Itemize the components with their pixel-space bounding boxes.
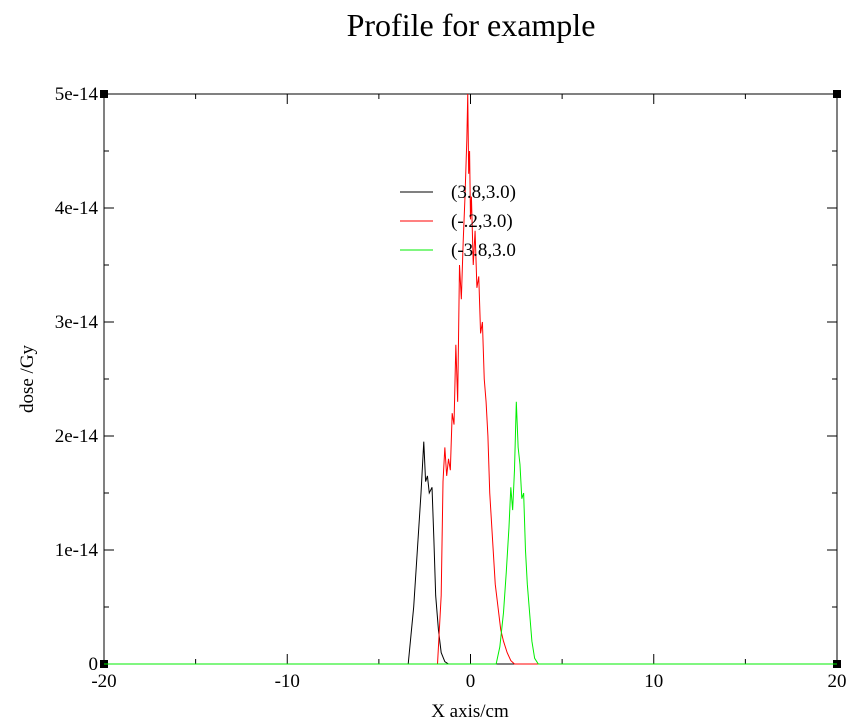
x-axis-label: X axis/cm bbox=[431, 701, 509, 722]
y-axis-label: dose /Gy bbox=[17, 344, 38, 413]
y-tick-label: 0 bbox=[89, 654, 99, 675]
legend-label-1: (3.8,3.0) bbox=[451, 182, 516, 203]
series-line-1 bbox=[104, 441, 837, 665]
y-axis-ticks: 0 1e-14 2e-14 3e-14 4e-14 5e-14 bbox=[55, 84, 837, 675]
chart-title: Profile for example bbox=[347, 7, 596, 43]
x-tick-label: 10 bbox=[644, 671, 663, 692]
legend: (3.8,3.0) (-.2,3.0) (-3.8,3.0 bbox=[400, 182, 516, 261]
x-tick-label: 20 bbox=[828, 671, 847, 692]
y-tick-label: 4e-14 bbox=[55, 198, 99, 219]
frame-corner-markers bbox=[100, 90, 841, 668]
x-axis-ticks: -20 -10 0 10 20 bbox=[91, 94, 847, 692]
legend-label-3: (-3.8,3.0 bbox=[451, 240, 516, 261]
y-tick-label: 1e-14 bbox=[55, 540, 99, 561]
y-tick-label: 3e-14 bbox=[55, 312, 99, 333]
series-lines bbox=[104, 93, 837, 665]
x-tick-label: -10 bbox=[275, 671, 300, 692]
y-tick-label: 5e-14 bbox=[55, 84, 99, 105]
legend-label-2: (-.2,3.0) bbox=[451, 211, 513, 232]
plot-frame bbox=[103, 93, 838, 665]
x-tick-label: -20 bbox=[91, 671, 116, 692]
y-tick-label: 2e-14 bbox=[55, 426, 99, 447]
series-line-2 bbox=[104, 93, 837, 665]
x-tick-label: 0 bbox=[466, 671, 476, 692]
series-line-3 bbox=[104, 401, 837, 665]
